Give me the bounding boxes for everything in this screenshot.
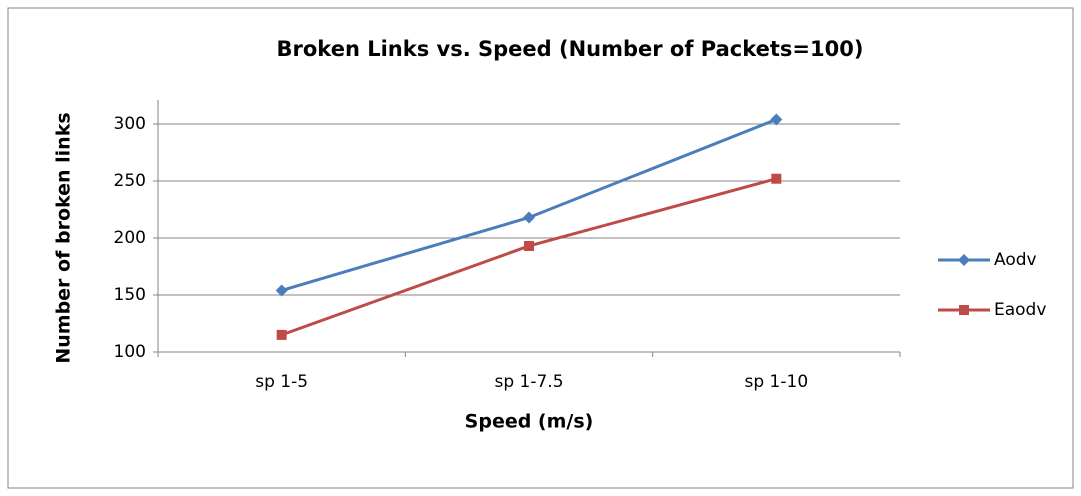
y-tick-label: 100 [114, 342, 146, 362]
y-tick-label: 150 [114, 285, 146, 305]
legend-marker [959, 305, 969, 315]
data-point [523, 211, 535, 224]
y-tick-label: 200 [114, 228, 146, 248]
data-point [524, 240, 534, 251]
x-axis-title: Speed (m/s) [465, 411, 594, 433]
data-point [276, 329, 287, 340]
data-point [770, 113, 783, 126]
x-tick-label: sp 1-5 [255, 372, 308, 392]
y-tick-label: 300 [114, 114, 146, 134]
x-tick-label: sp 1-7.5 [494, 372, 563, 392]
legend-label: Aodv [994, 250, 1037, 270]
legend-marker [958, 254, 970, 266]
chart-title: Broken Links vs. Speed (Number of Packet… [277, 37, 864, 61]
y-axis-title: Number of broken links [53, 112, 75, 363]
chart-border [7, 7, 1074, 489]
y-tick-label: 250 [114, 171, 146, 191]
legend-label: Eaodv [994, 300, 1046, 320]
data-point [275, 284, 288, 297]
data-point [771, 173, 782, 184]
x-tick-label: sp 1-10 [745, 372, 809, 392]
